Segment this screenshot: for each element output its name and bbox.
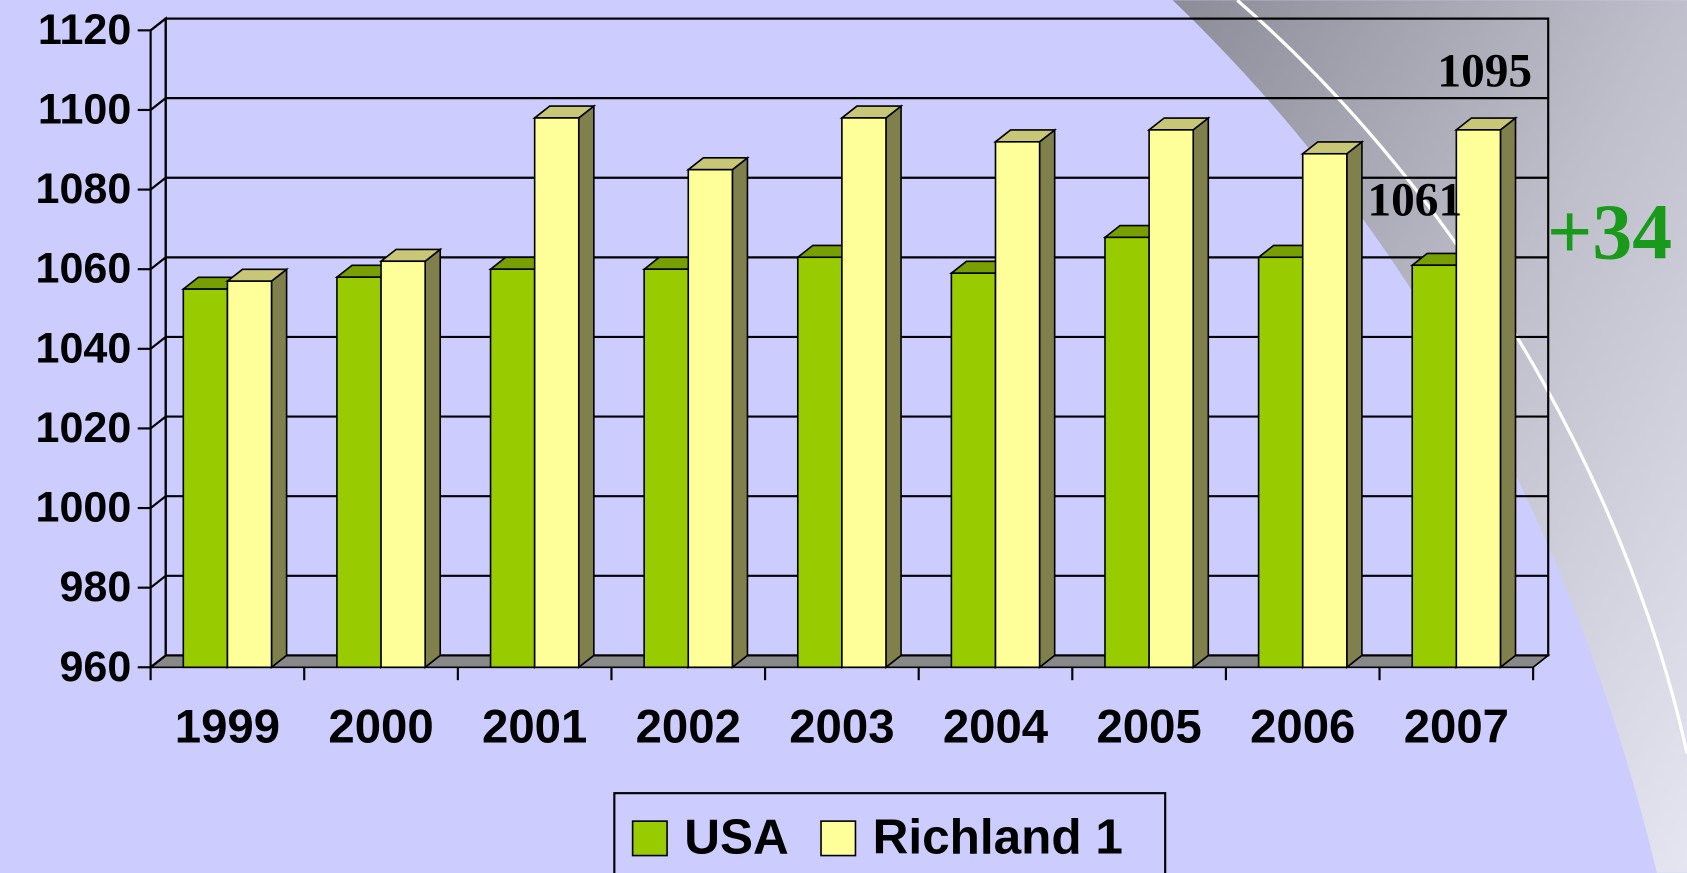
bar-side — [1499, 116, 1517, 669]
bar-front — [643, 268, 690, 669]
x-tick-label: 2005 — [1096, 701, 1201, 754]
bar-side — [1192, 116, 1210, 669]
bar-side — [1038, 128, 1056, 669]
bar-front — [1455, 129, 1502, 669]
grid-line — [149, 654, 1549, 669]
y-tick-label: 1120 — [38, 6, 131, 54]
y-tick-label: 1100 — [38, 85, 131, 133]
grid-line — [149, 335, 1549, 350]
x-tick-label: 2001 — [482, 701, 587, 754]
bar — [1146, 116, 1211, 669]
bar — [685, 156, 750, 669]
bar-side — [885, 104, 902, 669]
bar-front — [1411, 264, 1458, 669]
bar — [378, 247, 443, 669]
bar-front — [841, 117, 887, 669]
bar — [993, 128, 1058, 669]
y-tick-label: 1020 — [36, 404, 132, 452]
grid-line — [149, 415, 1549, 430]
bar-front — [336, 276, 382, 669]
bar-front — [380, 260, 426, 669]
legend: USA Richland 1 — [631, 810, 1123, 865]
grid-line — [149, 495, 1549, 509]
bar-side — [424, 247, 442, 669]
bar-front — [533, 117, 580, 669]
legend-box — [613, 792, 1167, 873]
grid-line — [149, 97, 1549, 111]
bar-front — [950, 272, 997, 669]
grid-line — [149, 574, 1549, 589]
bar-front — [687, 168, 734, 669]
bar-front — [1301, 152, 1348, 669]
legend-swatch — [820, 820, 857, 857]
x-tick-label: 2002 — [636, 701, 741, 754]
x-tick-label: 2004 — [943, 701, 1049, 754]
x-tick-label: 2003 — [789, 701, 894, 754]
bar — [1300, 140, 1365, 669]
y-tick-label: 980 — [59, 563, 131, 611]
x-tick-label: 1999 — [175, 701, 280, 754]
bar — [1454, 116, 1518, 669]
bar-side — [731, 156, 749, 669]
bar-side — [577, 104, 595, 669]
y-tick-label: 1040 — [36, 324, 132, 372]
grid-line — [149, 176, 1549, 191]
y-tick-label: 1080 — [36, 165, 132, 213]
x-tick-label: 2000 — [328, 701, 433, 754]
bar-side — [270, 267, 288, 669]
bar-front — [226, 280, 273, 669]
x-tick-label: 2006 — [1250, 701, 1355, 754]
legend-swatch — [631, 820, 668, 857]
bar-front — [182, 288, 229, 669]
legend-label: Richland 1 — [873, 810, 1123, 865]
bar — [225, 267, 289, 669]
bar-front — [796, 256, 843, 669]
bar-front — [1104, 236, 1150, 669]
annotation: +34 — [1547, 188, 1672, 276]
annotation: 1095 — [1437, 45, 1532, 97]
bar-front — [1257, 256, 1304, 669]
bar-front — [1148, 129, 1195, 669]
x-tick-label: 2007 — [1404, 701, 1509, 754]
plot: 960 980 1000 1020 1040 1060 1080 1100 1120 1999 20… — [36, 6, 1551, 754]
bar-front — [994, 141, 1041, 669]
background-swoosh — [1172, 0, 1687, 873]
bar — [839, 104, 904, 669]
bar-front — [489, 268, 536, 669]
legend-label: USA — [684, 810, 788, 865]
y-tick-label: 960 — [59, 643, 131, 691]
annotation: 1061 — [1367, 174, 1462, 226]
y-tick-label: 1000 — [36, 484, 132, 532]
grid-line — [149, 17, 1549, 32]
bar-side — [1346, 140, 1363, 669]
grid-line — [149, 256, 1549, 271]
bar — [532, 104, 597, 669]
y-tick-label: 1060 — [36, 245, 132, 293]
